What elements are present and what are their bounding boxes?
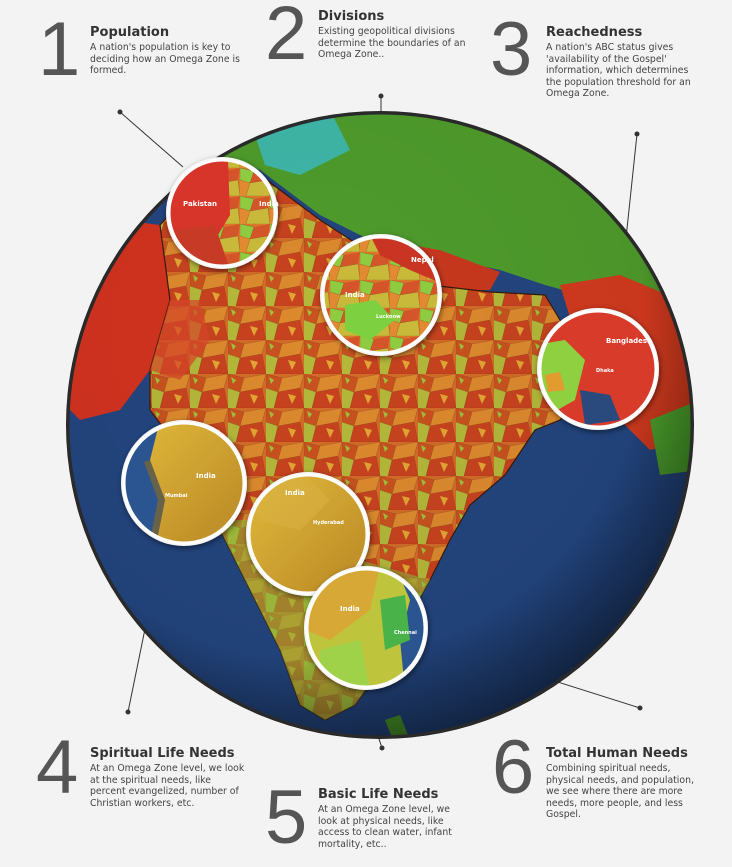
magnifier-label: Dhaka (596, 368, 614, 374)
step-title: Divisions (318, 9, 385, 24)
magnifier-label: India (196, 472, 216, 480)
step-description: Combining spiritual needs, physical need… (546, 763, 694, 821)
magnifier-label: India (345, 291, 365, 299)
magnifier-label: Hyderabad (313, 520, 344, 526)
step-description: At an Omega Zone level, we look at physi… (318, 804, 452, 850)
magnifier-label: Chennai (394, 630, 417, 636)
step-number: 1 (38, 7, 81, 92)
magnifier-spiritual-life-needs: India Mumbai (121, 420, 247, 546)
step-description: A nation's ABC status gives 'availabilit… (546, 42, 691, 100)
magnifier-label: Lucknow (376, 314, 401, 320)
step-number: 6 (492, 725, 535, 810)
magnifier-label: Mumbai (165, 493, 188, 499)
step-title: Total Human Needs (546, 746, 688, 761)
step-description: At an Omega Zone level, we look at the s… (90, 763, 245, 809)
magnifier-reachedness: Bangladesh Dhaka (537, 308, 659, 430)
connector-dots (117, 93, 643, 751)
step-title: Basic Life Needs (318, 787, 439, 802)
step-number: 2 (265, 0, 308, 76)
magnifier-label: India (285, 489, 305, 497)
step-number: 5 (265, 775, 308, 860)
step-title: Reachedness (546, 25, 643, 40)
magnifier-label: Bangladesh (606, 337, 652, 345)
step-title: Population (90, 25, 170, 40)
step-number: 3 (490, 7, 533, 92)
magnifier-population: Pakistan India (166, 157, 279, 269)
magnifier-label: India (340, 605, 360, 613)
step-title: Spiritual Life Needs (90, 746, 235, 761)
step-number: 4 (36, 725, 79, 810)
magnifier-label: Pakistan (183, 200, 217, 208)
step-description: A nation's population is key to deciding… (90, 42, 240, 77)
step-description: Existing geopolitical divisions determin… (318, 26, 466, 61)
magnifier-label: India (259, 200, 279, 208)
magnifier-label: Nepal (411, 256, 434, 264)
